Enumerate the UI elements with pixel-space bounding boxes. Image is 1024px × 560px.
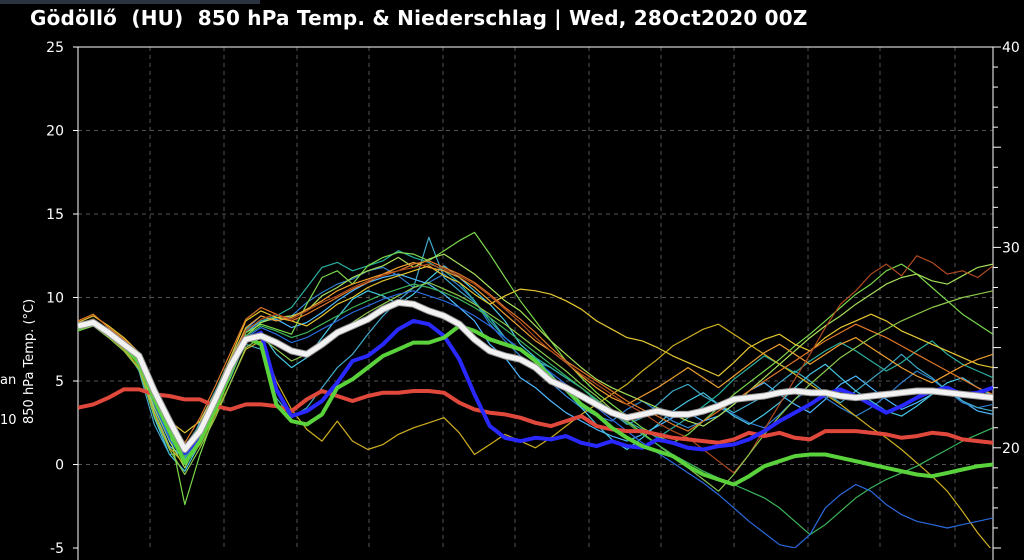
member-line-14 <box>78 290 993 548</box>
plot-area <box>78 231 993 548</box>
member-line-7 <box>78 265 993 434</box>
y-tick-label: 25 <box>46 40 64 56</box>
y-tick-label: 10 <box>46 291 64 307</box>
y2-tick-label: 20 <box>1002 441 1020 457</box>
mean-line <box>78 300 993 452</box>
member-line-10 <box>78 260 993 444</box>
member-line-12 <box>78 281 993 492</box>
climate-line <box>78 387 993 445</box>
y-tick-label: 20 <box>46 124 64 140</box>
y-tick-label: 5 <box>55 374 64 390</box>
chart-title: Gödöllő (HU) 850 hPa Temp. & Niederschla… <box>30 6 808 30</box>
y2-tick-label: 40 <box>1002 40 1020 56</box>
y2-tick-label: 30 <box>1002 240 1020 256</box>
cut-off-label-an: an <box>0 373 17 388</box>
window-top-strip <box>0 0 260 4</box>
y-tick-label: -5 <box>50 541 64 557</box>
y-tick-label: 0 <box>55 458 64 474</box>
cut-off-label-10: 10 <box>0 413 17 428</box>
y-tick-label: 15 <box>46 207 64 223</box>
